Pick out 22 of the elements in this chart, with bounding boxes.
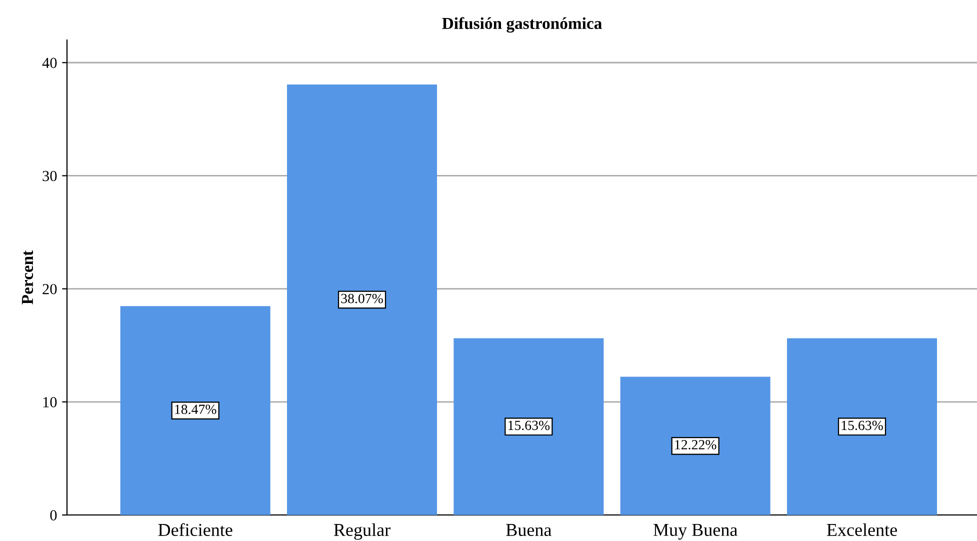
x-tick-label: Excelente (826, 523, 897, 536)
bar (787, 338, 937, 515)
bar (620, 376, 770, 515)
bar (287, 84, 437, 515)
x-tick-label: Buena (506, 524, 552, 536)
y-tick-label: 20 (42, 284, 57, 294)
x-tick-label: Deficiente (158, 523, 232, 536)
data-label: 15.63% (508, 420, 550, 430)
data-label: 38.07% (341, 294, 383, 304)
data-label: 15.63% (842, 420, 883, 430)
y-axis-title: Percent (22, 250, 34, 304)
bar (454, 338, 604, 515)
chart-title: Difusión gastronómica (442, 17, 602, 33)
bar (120, 306, 270, 515)
x-tick-label: Muy Buena (653, 524, 738, 540)
y-tick-label: 0 (50, 510, 57, 520)
y-tick-label: 40 (42, 58, 57, 68)
y-tick-label: 30 (42, 170, 57, 182)
x-tick-label: Regular (334, 523, 390, 540)
y-tick-label: 10 (43, 397, 57, 408)
data-label: 18.47% (175, 404, 216, 414)
data-label: 12.22% (675, 440, 716, 450)
